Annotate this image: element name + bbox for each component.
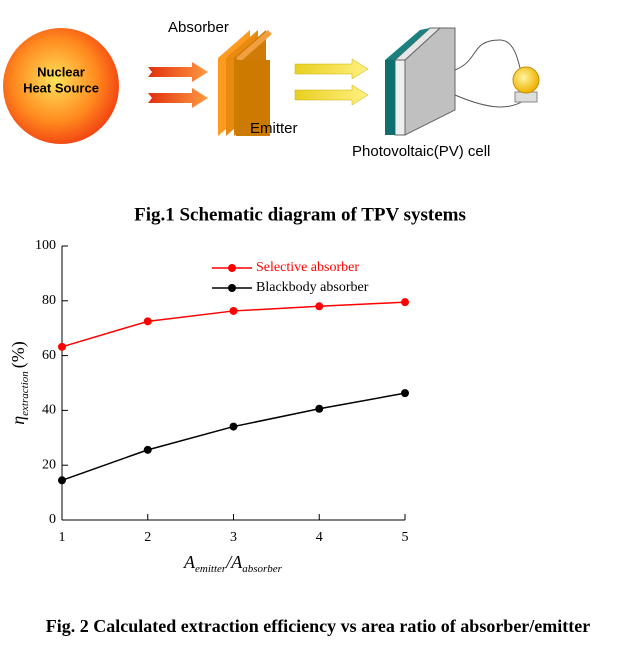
label-part: (%) <box>8 341 29 368</box>
chart: 0 20 40 60 80 100 1 2 3 4 5 ηextraction (%) Aemitter/… <box>8 238 409 575</box>
heat-source <box>3 28 119 144</box>
data-point <box>58 342 66 351</box>
y-tick-label: 60 <box>42 348 56 363</box>
radiation-arrows <box>294 58 369 106</box>
y-tick-label: 100 <box>35 238 56 253</box>
label-part: extraction <box>19 371 31 416</box>
x-tick-label: 1 <box>59 530 66 545</box>
y-tick-label: 20 <box>42 457 56 472</box>
series-line <box>61 392 406 481</box>
legend-marker <box>228 264 236 272</box>
label-part: / <box>225 552 233 572</box>
legend-label: Selective absorber <box>256 260 359 275</box>
legend-marker <box>228 284 236 292</box>
data-point <box>229 422 238 431</box>
x-tick-label: 2 <box>144 530 151 545</box>
data-point <box>229 306 238 315</box>
emitter-label: Emitter <box>250 120 298 137</box>
x-tick-label: 5 <box>402 530 409 545</box>
absorber-emitter <box>218 30 272 136</box>
pv-cell <box>385 27 456 136</box>
label-part: absorber <box>242 563 282 575</box>
data-point <box>401 298 409 307</box>
y-tick-label: 80 <box>42 293 56 308</box>
data-point <box>315 404 324 413</box>
fig2-caption: Fig. 2 Calculated extraction efficiency … <box>46 616 591 636</box>
label-part: A <box>183 552 196 572</box>
source-label: Nuclear <box>37 64 85 79</box>
label-part: η <box>8 416 28 425</box>
x-tick-label: 4 <box>316 530 323 545</box>
fig1-caption: Fig.1 Schematic diagram of TPV systems <box>134 204 466 225</box>
y-tick-label: 0 <box>49 512 56 527</box>
y-axis-label: ηextraction (%) <box>8 341 30 425</box>
pv-label: Photovoltaic(PV) cell <box>352 143 490 160</box>
data-point <box>58 476 66 485</box>
label-part: emitter <box>195 563 227 575</box>
data-point <box>315 302 324 311</box>
data-point <box>401 389 409 398</box>
x-tick-label: 3 <box>230 530 237 545</box>
data-point <box>143 445 152 454</box>
y-tick-label: 40 <box>42 403 56 418</box>
source-label: Heat Source <box>23 80 99 95</box>
x-axis-label: Aemitter/Aabsorber <box>183 552 283 574</box>
data-point <box>143 317 152 326</box>
heat-arrows <box>148 62 208 108</box>
absorber-label: Absorber <box>168 19 229 36</box>
legend-label: Blackbody absorber <box>256 280 369 295</box>
lamp <box>512 66 540 103</box>
label-part: A <box>230 552 243 572</box>
